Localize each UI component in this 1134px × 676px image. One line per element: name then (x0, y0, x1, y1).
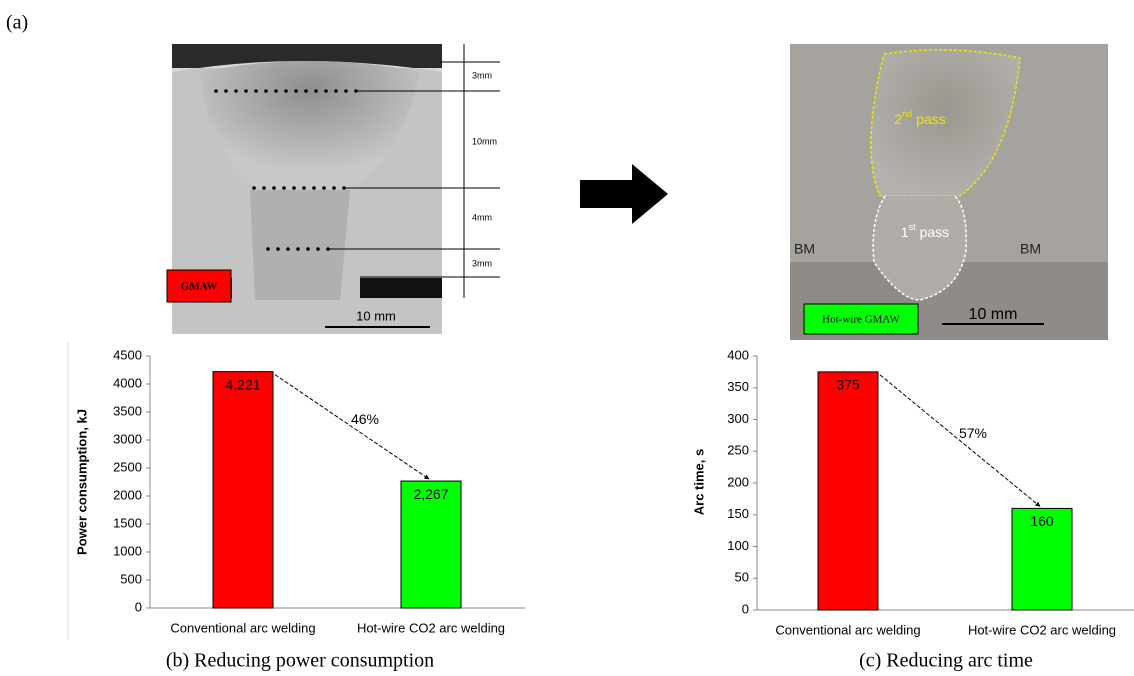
y-tick-label: 2000 (113, 487, 142, 502)
figure: (a) 3mm 10mm 4mm 3mm 10 mm GMAW (0, 0, 1134, 676)
y-tick-label: 50 (735, 570, 749, 585)
transition-arrow (580, 164, 668, 224)
y-tick-label: 150 (727, 506, 749, 521)
y-tick-label: 500 (120, 571, 142, 586)
y-tick-label: 250 (727, 443, 749, 458)
x-tick-label: Hot-wire CO2 arc welding (357, 620, 505, 635)
annotation: 57% (959, 425, 987, 441)
y-tick-label: 2500 (113, 459, 142, 474)
value-label: 2,267 (413, 486, 448, 502)
y-tick-label: 100 (727, 538, 749, 553)
y-axis-label: Arc time, s (691, 449, 706, 515)
dimension-label: 3mm (472, 70, 492, 80)
y-tick-label: 0 (742, 601, 749, 616)
x-tick-label: Conventional arc welding (170, 620, 315, 635)
value-label: 160 (1030, 513, 1054, 529)
bm-label: BM (794, 241, 815, 257)
scale-label: 10 mm (356, 308, 396, 323)
left-photo: 3mm 10mm 4mm 3mm 10 mm GMAW (167, 44, 500, 334)
process-label: Hot-wire GMAW (822, 314, 900, 326)
x-tick-label: Hot-wire CO2 arc welding (968, 622, 1116, 637)
y-tick-label: 1000 (113, 543, 142, 558)
caption: (b) Reducing power consumption (166, 650, 434, 672)
y-tick-label: 3500 (113, 403, 142, 418)
bm-label: BM (1020, 241, 1041, 257)
panel-label: (a) (6, 12, 28, 34)
value-label: 375 (836, 377, 860, 393)
y-tick-label: 1500 (113, 515, 142, 530)
bar (818, 372, 878, 610)
dimension-label: 3mm (472, 258, 492, 268)
y-tick-label: 400 (727, 347, 749, 362)
caption: (c) Reducing arc time (859, 650, 1033, 672)
y-tick-label: 350 (727, 379, 749, 394)
value-label: 4,221 (225, 376, 260, 392)
y-tick-label: 300 (727, 411, 749, 426)
bar (213, 372, 273, 608)
y-axis-label: Power consumption, kJ (74, 409, 89, 555)
dimension-label: 4mm (472, 212, 492, 222)
scale-label: 10 mm (969, 306, 1018, 323)
y-tick-label: 0 (135, 599, 142, 614)
x-tick-label: Conventional arc welding (775, 622, 920, 637)
process-label: GMAW (181, 281, 218, 293)
annotation: 46% (351, 411, 379, 427)
y-tick-label: 200 (727, 474, 749, 489)
y-tick-label: 4500 (113, 347, 142, 362)
y-tick-label: 3000 (113, 431, 142, 446)
y-tick-label: 4000 (113, 375, 142, 390)
dimension-label: 10mm (472, 136, 497, 146)
